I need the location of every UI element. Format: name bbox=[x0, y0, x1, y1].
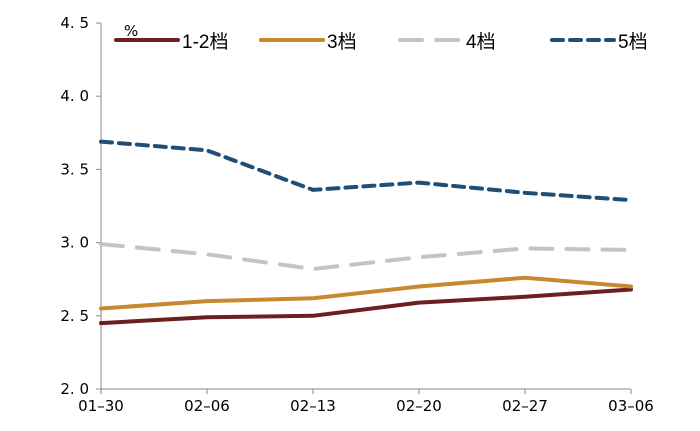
legend-label: 3档 bbox=[327, 31, 357, 53]
series-lines bbox=[99, 139, 633, 326]
legend-label: 4档 bbox=[466, 31, 496, 53]
series-line-4档 bbox=[99, 242, 633, 271]
legend-label: 5档 bbox=[618, 31, 648, 53]
axes: 2. 0 2. 5 3. 0 3. 5 4. 0 4. 5 01–30 02–06 02–13 0… bbox=[60, 14, 653, 415]
x-tick-label: 02–06 bbox=[184, 397, 230, 415]
y-unit-label: % bbox=[124, 22, 138, 40]
y-tick-label: 4. 5 bbox=[60, 14, 89, 32]
x-tick-label: 02–13 bbox=[290, 397, 336, 415]
x-tick-label: 02–27 bbox=[502, 397, 548, 415]
legend-label: 1-2档 bbox=[182, 31, 228, 53]
x-tick-label: 03–06 bbox=[608, 397, 654, 415]
y-tick-label: 4. 0 bbox=[60, 87, 89, 105]
y-tick-label: 2. 5 bbox=[60, 307, 89, 325]
x-tick-label: 01–30 bbox=[78, 397, 124, 415]
series-line-5档 bbox=[99, 139, 633, 203]
legend: 1-2档 3档 4档 5档 bbox=[114, 31, 648, 53]
series-line-1-2档 bbox=[99, 287, 633, 326]
y-tick-label: 3. 0 bbox=[60, 234, 89, 252]
x-tick-label: 02–20 bbox=[396, 397, 442, 415]
y-tick-label: 3. 5 bbox=[60, 160, 89, 178]
series-line-3档 bbox=[99, 275, 633, 311]
y-tick-label: 2. 0 bbox=[60, 380, 89, 398]
